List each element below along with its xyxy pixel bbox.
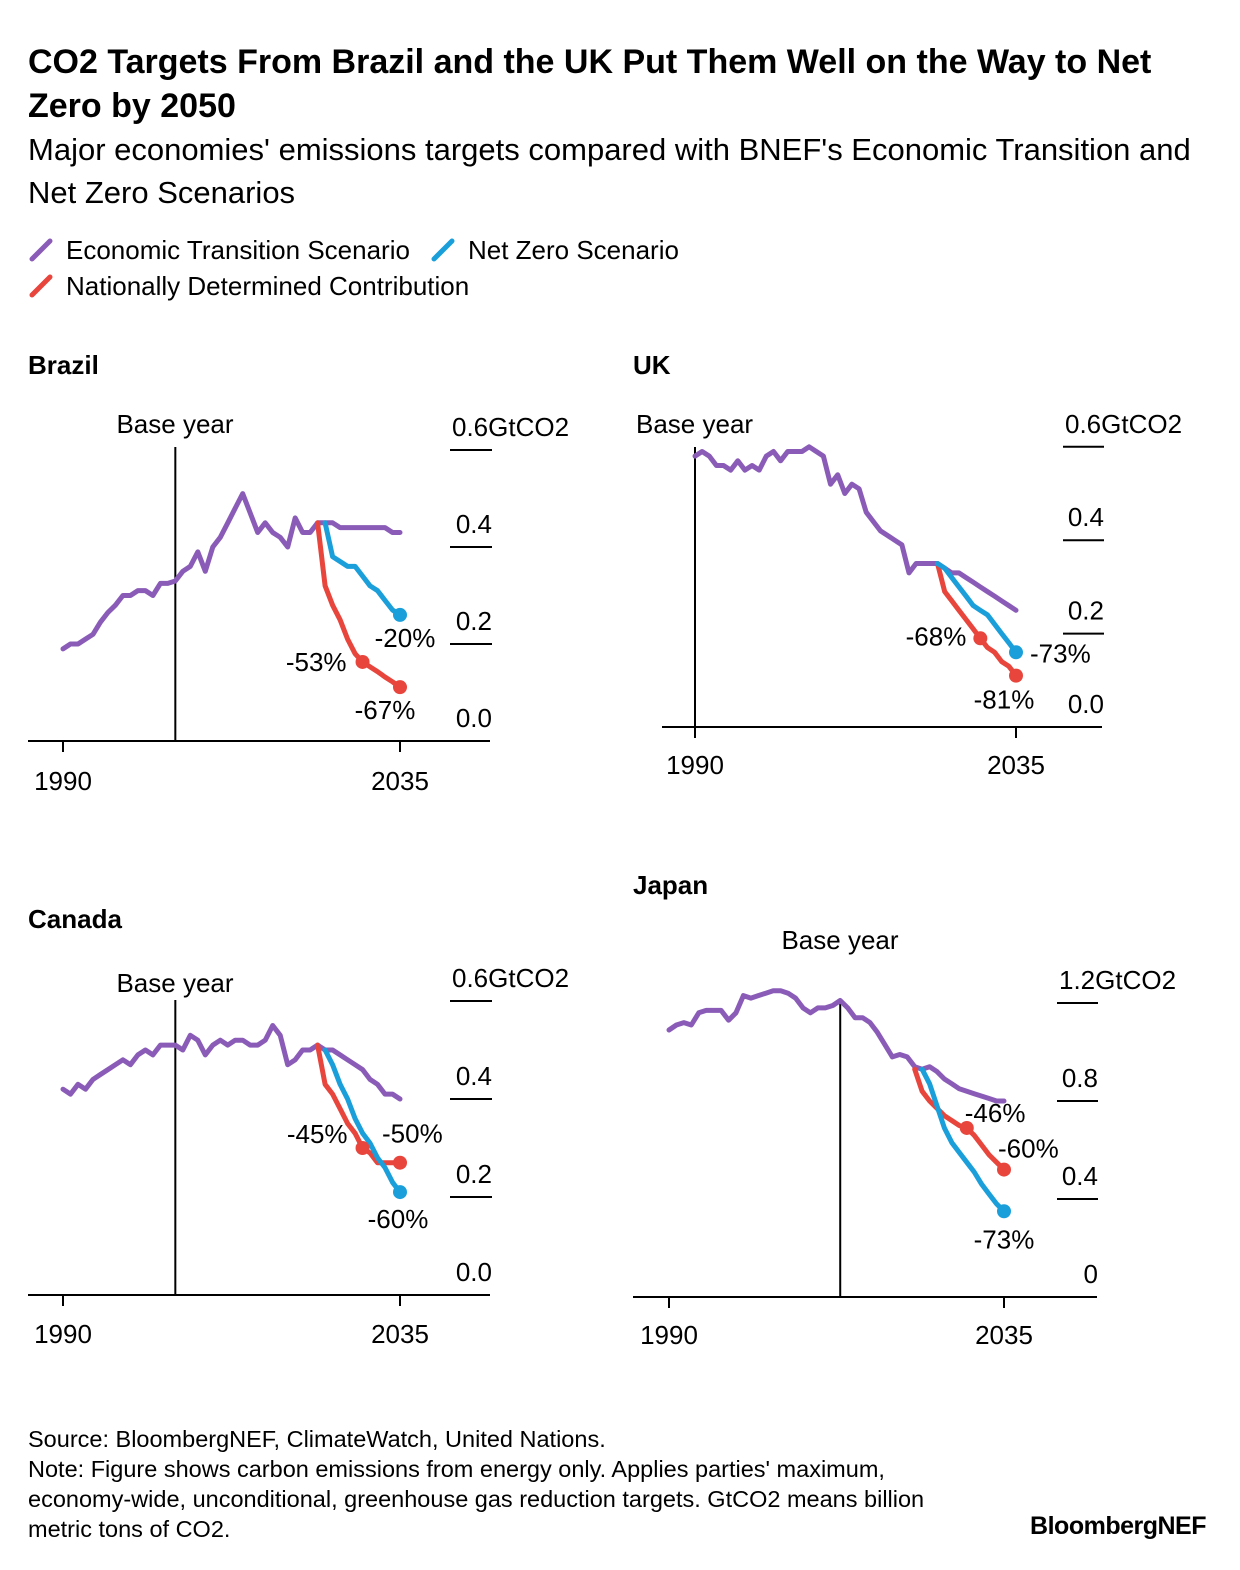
ndc-2035-marker <box>393 1155 407 1170</box>
panel-title-brazil: Brazil <box>28 350 99 380</box>
x-tick-label: 2035 <box>987 750 1045 780</box>
page-title: CO2 Targets From Brazil and the UK Put T… <box>28 43 1152 125</box>
legend-swatch-ets-icon <box>29 238 53 262</box>
x-tick-label: 1990 <box>34 1319 92 1349</box>
panel-title-uk: UK <box>633 350 671 380</box>
nz-2035-label: -73% <box>974 1224 1035 1254</box>
ndc-2035-marker <box>1009 668 1023 683</box>
ndc-2030-label: -53% <box>286 647 347 677</box>
y-tick-label: 0.2 <box>456 1159 492 1189</box>
ndc-2030-label: -45% <box>287 1119 348 1149</box>
x-tick-label: 2035 <box>371 1319 429 1349</box>
ndc-2030-marker <box>355 1141 370 1155</box>
base-year-label: Base year <box>116 409 233 439</box>
legend-swatch-nz-icon <box>431 238 455 262</box>
page-subtitle: Major economies' emissions targets compa… <box>28 132 1191 210</box>
y-tick-label: 0.0 <box>1068 689 1104 719</box>
y-tick-label: 0.4 <box>456 509 492 539</box>
series-line-ets <box>692 444 1019 613</box>
ndc-2035-label: -60% <box>998 1134 1059 1164</box>
ndc-2035-marker <box>393 680 407 695</box>
series-line-nz <box>935 561 1019 655</box>
footer: Source: BloombergNEF, ClimateWatch, Unit… <box>28 1424 928 1544</box>
nz-2035-marker <box>1009 645 1023 660</box>
legend-swatch-ndc-icon <box>29 274 53 298</box>
ndc-2035-marker <box>997 1162 1011 1177</box>
series-line-ets <box>60 491 403 652</box>
ndc-2030-marker <box>355 654 370 669</box>
legend-label: Economic Transition Scenario <box>66 235 410 265</box>
series-line-nz <box>322 520 403 618</box>
legend-label: Nationally Determined Contribution <box>66 271 470 301</box>
x-tick-label: 1990 <box>666 750 724 780</box>
base-year-label: Base year <box>781 925 898 955</box>
legend: Economic Transition Scenario Net Zero Sc… <box>28 232 699 304</box>
ndc-2030-marker <box>959 1120 974 1135</box>
y-tick-label: 0.0 <box>456 1257 492 1287</box>
ndc-2030-label: -68% <box>906 621 967 651</box>
legend-item-nz: Net Zero Scenario <box>430 232 679 268</box>
x-tick-label: 1990 <box>34 766 92 796</box>
ndc-2030-label: -46% <box>965 1098 1026 1128</box>
x-tick-label: 2035 <box>371 766 429 796</box>
y-tick-label: 1.2GtCO2 <box>1059 965 1176 995</box>
y-tick-label: 0 <box>1084 1259 1098 1289</box>
series-line-ndc <box>935 561 1019 679</box>
series-line-nz <box>322 1047 403 1195</box>
ndc-2035-label: -67% <box>355 695 416 725</box>
x-tick-label: 1990 <box>640 1320 698 1350</box>
y-tick-label: 0.6GtCO2 <box>452 412 569 442</box>
legend-item-ets: Economic Transition Scenario <box>28 232 410 268</box>
base-year-label: Base year <box>636 409 753 439</box>
nz-2035-marker <box>393 607 407 622</box>
legend-label: Net Zero Scenario <box>467 235 679 265</box>
series-line-ndc <box>315 1042 403 1166</box>
source-note: Source: BloombergNEF, ClimateWatch, Unit… <box>28 1426 606 1452</box>
y-tick-label: 0.4 <box>1062 1161 1098 1191</box>
methodology-note: Note: Figure shows carbon emissions from… <box>28 1456 925 1542</box>
ndc-2035-label: -50% <box>382 1119 443 1149</box>
brand-logo: BloombergNEF <box>1030 1512 1206 1540</box>
nz-2035-marker <box>997 1204 1011 1219</box>
y-tick-label: 0.4 <box>1068 502 1104 532</box>
ndc-2030-marker <box>973 631 988 646</box>
y-tick-label: 0.6GtCO2 <box>452 963 569 993</box>
nz-2035-label: -73% <box>1030 638 1091 668</box>
y-tick-label: 0.6GtCO2 <box>1065 409 1182 439</box>
y-tick-label: 0.8 <box>1062 1063 1098 1093</box>
y-tick-label: 0.4 <box>456 1061 492 1091</box>
series-line-ets <box>666 988 1007 1104</box>
series-line-ets <box>60 1023 403 1102</box>
y-tick-label: 0.0 <box>456 703 492 733</box>
base-year-label: Base year <box>116 968 233 998</box>
series-line-nz <box>919 1066 1007 1214</box>
x-tick-label: 2035 <box>975 1320 1033 1350</box>
panel-title-canada: Canada <box>28 904 122 934</box>
nz-2035-marker <box>393 1185 407 1200</box>
y-tick-label: 0.2 <box>456 606 492 636</box>
legend-item-ndc: Nationally Determined Contribution <box>28 268 469 304</box>
series-line-ndc <box>912 1066 1007 1173</box>
nz-2035-label: -60% <box>368 1204 429 1234</box>
nz-2035-label: -20% <box>375 623 436 653</box>
panel-title-japan: Japan <box>633 870 709 900</box>
y-tick-label: 0.2 <box>1068 596 1104 626</box>
ndc-2035-label: -81% <box>974 685 1035 715</box>
